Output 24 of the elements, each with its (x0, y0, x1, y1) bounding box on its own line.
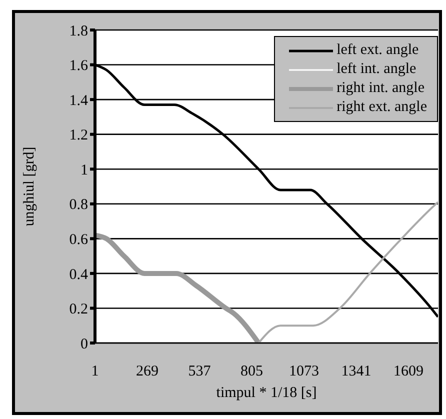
y-tick-label: 0.6 (69, 232, 88, 248)
y-tick-label: 1.8 (69, 23, 88, 40)
legend-label: left int. angle (336, 60, 416, 79)
legend-label: right int. angle (336, 79, 425, 98)
x-tick-label: 1 (91, 364, 99, 380)
y-tick-label: 0.8 (69, 197, 88, 214)
y-tick-label: 1 (80, 162, 88, 178)
y-tick-label: 1.2 (69, 128, 88, 144)
x-tick-label: 1073 (289, 364, 320, 380)
legend-label: right ext. angle (336, 98, 427, 117)
x-tick-label: 1609 (394, 364, 424, 380)
line-series (258, 201, 438, 343)
legend-label: left ext. angle (336, 41, 419, 60)
y-tick-label: 0.4 (69, 266, 88, 283)
x-tick-label: 1341 (341, 364, 372, 380)
y-tick-label: 0.2 (69, 302, 88, 318)
x-axis-title: timpul * 1/18 [s] (216, 385, 317, 401)
y-axis-title: unghiul [grd] (21, 146, 38, 226)
y-tick-label: 1.4 (69, 92, 88, 109)
x-tick-label: 269 (136, 364, 159, 380)
x-tick-label: 537 (188, 364, 212, 380)
x-tick-label: 805 (240, 364, 264, 380)
y-tick-label: 0 (80, 336, 88, 352)
y-tick-label: 1.6 (69, 58, 88, 74)
